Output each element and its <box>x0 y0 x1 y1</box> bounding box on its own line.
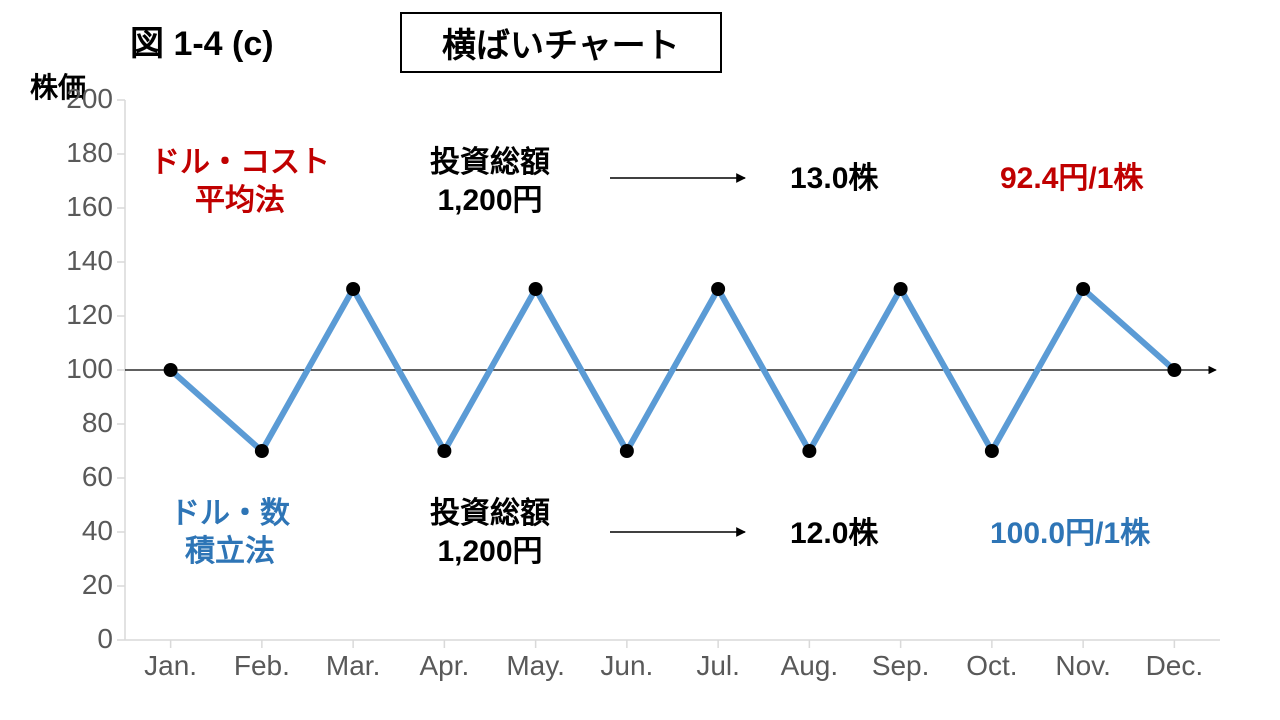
x-tick-label: Jan. <box>126 650 216 682</box>
x-tick-label: May. <box>491 650 581 682</box>
y-tick-label: 100 <box>43 353 113 385</box>
y-tick-label: 20 <box>43 569 113 601</box>
chart-stage: { "figure_label": "図 1-4 (c)", "title": … <box>0 0 1280 720</box>
x-tick-label: Nov. <box>1038 650 1128 682</box>
x-tick-label: Feb. <box>217 650 307 682</box>
y-tick-label: 0 <box>43 623 113 655</box>
y-tick-label: 40 <box>43 515 113 547</box>
y-tick-label: 160 <box>43 191 113 223</box>
x-tick-label: Apr. <box>399 650 489 682</box>
y-tick-label: 80 <box>43 407 113 439</box>
dca-total-line1: 投資総額 <box>430 146 550 179</box>
chart-svg <box>0 0 1280 720</box>
y-tick-label: 180 <box>43 137 113 169</box>
dca-total-line2: 1,200円 <box>437 184 542 217</box>
dn-method-name: ドル・数 積立法 <box>170 495 290 570</box>
x-tick-label: Dec. <box>1129 650 1219 682</box>
dn-total-line1: 投資総額 <box>430 497 550 530</box>
dca-name-line2: 平均法 <box>195 184 285 217</box>
dn-name-line1: ドル・数 <box>170 497 290 530</box>
x-tick-label: Sep. <box>856 650 946 682</box>
dca-name-line1: ドル・コスト <box>150 146 330 179</box>
y-tick-label: 120 <box>43 299 113 331</box>
x-tick-label: Jun. <box>582 650 672 682</box>
x-tick-label: Jul. <box>673 650 763 682</box>
dn-total-investment: 投資総額 1,200円 <box>430 495 550 570</box>
dca-shares: 13.0株 <box>790 160 878 198</box>
dca-method-name: ドル・コスト 平均法 <box>150 144 330 219</box>
dn-price-per-share: 100.0円/1株 <box>990 515 1150 553</box>
y-tick-label: 200 <box>43 83 113 115</box>
x-tick-label: Aug. <box>764 650 854 682</box>
dn-total-line2: 1,200円 <box>437 535 542 568</box>
dn-shares: 12.0株 <box>790 515 878 553</box>
y-tick-label: 60 <box>43 461 113 493</box>
dca-total-investment: 投資総額 1,200円 <box>430 144 550 219</box>
dn-name-line2: 積立法 <box>185 535 275 568</box>
y-tick-label: 140 <box>43 245 113 277</box>
x-tick-label: Oct. <box>947 650 1037 682</box>
dca-price-per-share: 92.4円/1株 <box>1000 160 1143 198</box>
x-tick-label: Mar. <box>308 650 398 682</box>
